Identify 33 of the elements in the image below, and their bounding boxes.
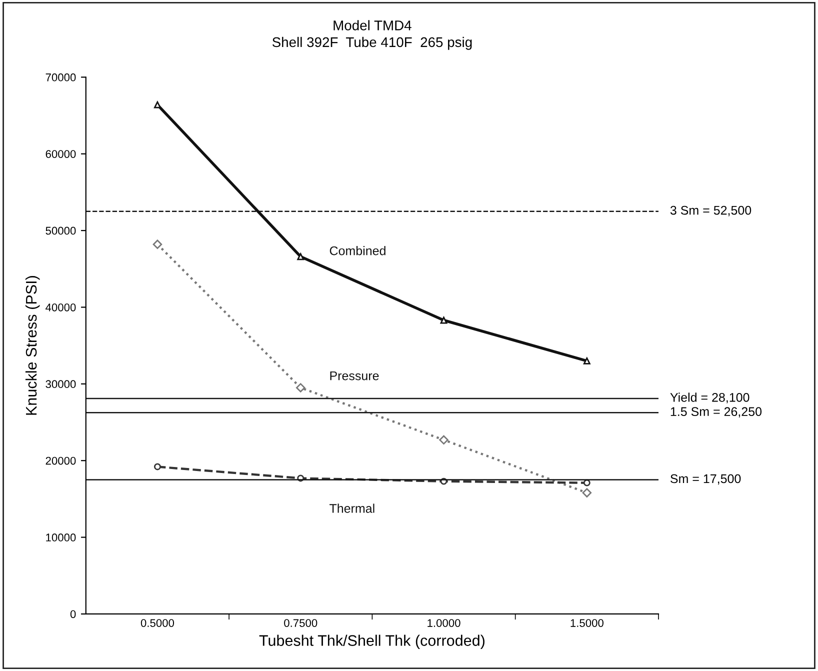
y-tick-label: 50000 [46,226,76,235]
y-tick-label: 30000 [46,380,76,388]
point [583,479,590,486]
y-tick-label: 10000 [46,534,76,542]
point [152,240,162,249]
ref-line-label: 3 Sm = 52,500 [670,206,752,216]
chart-title: Model TMD4 [334,20,412,30]
point [296,383,306,392]
x-tick-label: 0.7500 [284,619,318,627]
x-tick-label: 1.5000 [570,619,604,627]
point [297,253,304,260]
series-label: Thermal [330,504,374,513]
series-label: Pressure [330,371,379,380]
chart-subtitle: Shell 392F Tube 410F 265 psig [272,36,472,50]
series-label: Combined [330,246,386,256]
ref-line-label: 1.5 Sm = 26,250 [670,407,762,418]
point [440,316,448,324]
y-tick-label: 40000 [46,303,76,312]
point [583,357,590,364]
ref-line-label: Yield = 28,100 [670,392,750,404]
point [439,435,448,445]
point [582,488,592,498]
x-tick-label: 1.0000 [428,619,460,627]
y-axis-title: Knuckle Stress (PSI) [25,276,40,415]
y-tick-label: 20000 [46,456,76,465]
x-axis-title: Tubesht Thk/Shell Thk (corroded) [259,634,484,649]
y-tick-label: 70000 [46,73,76,82]
y-tick-label: 60000 [46,150,76,158]
point [154,101,161,108]
point [154,463,161,470]
x-tick-label: 0.5000 [140,619,174,627]
y-tick-label: 0 [70,610,76,618]
ref-line-label: Sm = 17,500 [670,474,741,485]
